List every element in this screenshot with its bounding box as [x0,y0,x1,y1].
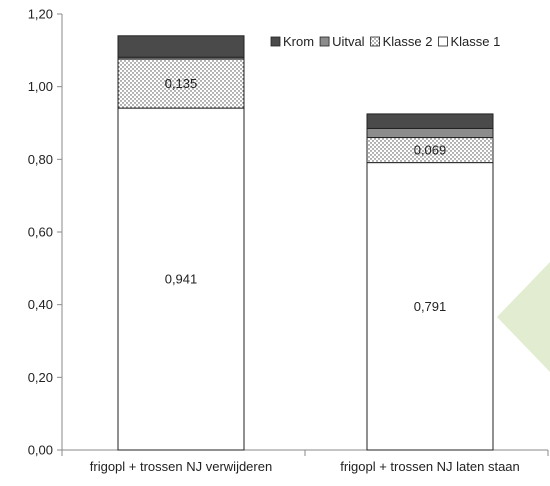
legend-swatch [319,36,330,47]
legend-swatch [370,36,380,47]
data-label: 0,069 [414,143,447,158]
y-tick-label: 0,40 [28,297,53,312]
bar-segment-uitval [366,127,494,139]
x-tick-label: frigopl + trossen NJ verwijderen [90,459,272,474]
bar-segment-klasse-2 [366,137,494,164]
bar-segment-krom [366,113,494,129]
y-tick-label: 0,20 [28,370,53,385]
data-label: 0,135 [165,76,198,91]
y-tick-label: 0,60 [28,225,53,240]
axes: 0,00 0,20 0,40 0,60 0,80 1,00 1,20 frigopl + tr… [28,7,549,474]
bar-segment-krom [117,35,245,58]
y-tick-label: 0,80 [28,152,53,167]
data-label: 0,941 [165,272,198,287]
bar-segment-klasse-1 [117,107,245,451]
decorative-triangle [497,262,550,372]
y-tick-label: 1,00 [28,79,53,94]
bars: 0,941 0,135 0,791 0,069 [117,35,494,451]
legend-swatch [438,36,448,47]
data-label: 0,791 [414,299,447,314]
legend: Krom Uitval Klasse 2 Klasse 1 [270,34,500,49]
bar-segment-klasse-2 [117,58,245,109]
y-tick-label: 1,20 [28,7,53,22]
x-tick-label: frigopl + trossen NJ laten staan [340,459,520,474]
legend-swatch [270,36,281,47]
legend-label: Krom [283,34,314,49]
legend-label: Klasse 1 [450,34,500,49]
bar-segment-klasse-1 [366,162,494,451]
legend-label: Klasse 2 [383,34,433,49]
legend-label: Uitval [332,34,365,49]
y-tick-label: 0,00 [28,443,53,458]
